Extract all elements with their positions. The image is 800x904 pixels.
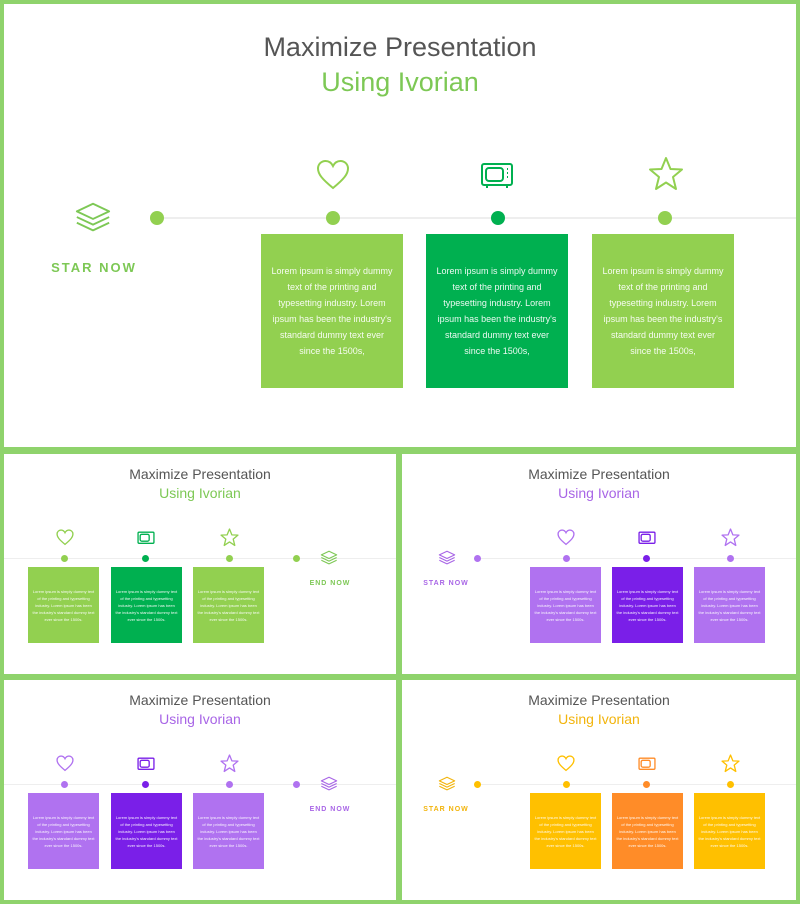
tv-icon [638,530,656,546]
heart-icon [56,755,74,772]
thumbnail-slide[interactable]: Maximize Presentation Using Ivorian STAR… [402,680,796,900]
timeline-dot [563,781,570,788]
slide-title-line1: Maximize Presentation [528,466,670,482]
content-box: Lorem ipsum is simply dummy text of the … [261,234,403,388]
timeline-dot [474,555,481,562]
content-box: Lorem ipsum is simply dummy text of the … [530,567,601,643]
layers-icon [320,550,338,566]
timeline-dot [563,555,570,562]
content-box-text: Lorem ipsum is simply dummy text of the … [698,814,761,848]
slide-title-line2: Using Ivorian [558,711,640,727]
thumbnail-slide[interactable]: Maximize Presentation Using Ivorian END … [4,680,396,900]
content-box: Lorem ipsum is simply dummy text of the … [612,567,683,643]
content-box: Lorem ipsum is simply dummy text of the … [530,793,601,869]
timeline-dot [226,781,233,788]
content-box-text: Lorem ipsum is simply dummy text of the … [602,266,724,356]
star-icon [721,754,740,773]
slide-title-line1: Maximize Presentation [263,32,537,62]
tv-icon [480,160,514,190]
tv-icon [638,756,656,772]
timeline-dot [474,781,481,788]
content-box: Lorem ipsum is simply dummy text of the … [111,793,182,869]
content-box: Lorem ipsum is simply dummy text of the … [426,234,568,388]
content-box-text: Lorem ipsum is simply dummy text of the … [436,266,558,356]
layers-icon [438,550,456,566]
content-box-text: Lorem ipsum is simply dummy text of the … [32,814,95,848]
content-box: Lorem ipsum is simply dummy text of the … [592,234,734,388]
slide-title-line1: Maximize Presentation [129,466,271,482]
content-box: Lorem ipsum is simply dummy text of the … [694,567,765,643]
timeline-dot [61,555,68,562]
layers-icon [320,776,338,792]
timeline-dot [61,781,68,788]
slide-title-line2: Using Ivorian [321,67,479,97]
slide-title-line2: Using Ivorian [159,485,241,501]
tv-icon [137,530,155,546]
heart-icon [557,755,575,772]
content-box-text: Lorem ipsum is simply dummy text of the … [271,266,393,356]
heart-icon [557,529,575,546]
star-icon [220,528,239,547]
main-slide[interactable]: Maximize Presentation Using Ivorian STAR… [4,4,796,447]
content-box-text: Lorem ipsum is simply dummy text of the … [115,814,178,848]
content-box-text: Lorem ipsum is simply dummy text of the … [534,814,597,848]
heart-icon [56,529,74,546]
slide-title-line2: Using Ivorian [159,711,241,727]
timeline-line [474,558,796,559]
star-icon [220,754,239,773]
start-label: STAR NOW [51,260,137,275]
content-box-text: Lorem ipsum is simply dummy text of the … [32,588,95,622]
end-label: END NOW [309,806,351,813]
timeline-dot [142,555,149,562]
content-box: Lorem ipsum is simply dummy text of the … [694,793,765,869]
start-label: STAR NOW [423,806,469,813]
timeline-dot [491,211,505,225]
slide-title-line1: Maximize Presentation [129,692,271,708]
tv-icon [137,756,155,772]
content-box: Lorem ipsum is simply dummy text of the … [612,793,683,869]
timeline-dot [150,211,164,225]
timeline-line [156,217,796,219]
timeline-dot [293,555,300,562]
star-icon [648,156,684,192]
content-box: Lorem ipsum is simply dummy text of the … [193,567,264,643]
content-box-text: Lorem ipsum is simply dummy text of the … [115,588,178,622]
content-box-text: Lorem ipsum is simply dummy text of the … [534,588,597,622]
timeline-line [4,784,396,785]
timeline-dot [226,555,233,562]
content-box: Lorem ipsum is simply dummy text of the … [28,567,99,643]
content-box-text: Lorem ipsum is simply dummy text of the … [616,814,679,848]
content-box-text: Lorem ipsum is simply dummy text of the … [616,588,679,622]
content-box-text: Lorem ipsum is simply dummy text of the … [197,814,260,848]
content-box-text: Lorem ipsum is simply dummy text of the … [698,588,761,622]
timeline-dot [727,555,734,562]
timeline-dot [142,781,149,788]
timeline-dot [643,555,650,562]
timeline-dot [293,781,300,788]
content-box-text: Lorem ipsum is simply dummy text of the … [197,588,260,622]
thumbnail-slide[interactable]: Maximize Presentation Using Ivorian STAR… [402,454,796,674]
star-icon [721,528,740,547]
slide-title-line2: Using Ivorian [558,485,640,501]
timeline-dot [326,211,340,225]
timeline-line [4,558,396,559]
layers-icon [438,776,456,792]
heart-icon [316,159,350,191]
content-box: Lorem ipsum is simply dummy text of the … [193,793,264,869]
timeline-dot [643,781,650,788]
layers-icon [74,201,112,235]
slide-title-line1: Maximize Presentation [528,692,670,708]
end-label: END NOW [309,580,351,587]
start-label: STAR NOW [423,580,469,587]
content-box: Lorem ipsum is simply dummy text of the … [28,793,99,869]
timeline-dot [658,211,672,225]
content-box: Lorem ipsum is simply dummy text of the … [111,567,182,643]
thumbnail-slide[interactable]: Maximize Presentation Using Ivorian END … [4,454,396,674]
timeline-dot [727,781,734,788]
timeline-line [474,784,796,785]
